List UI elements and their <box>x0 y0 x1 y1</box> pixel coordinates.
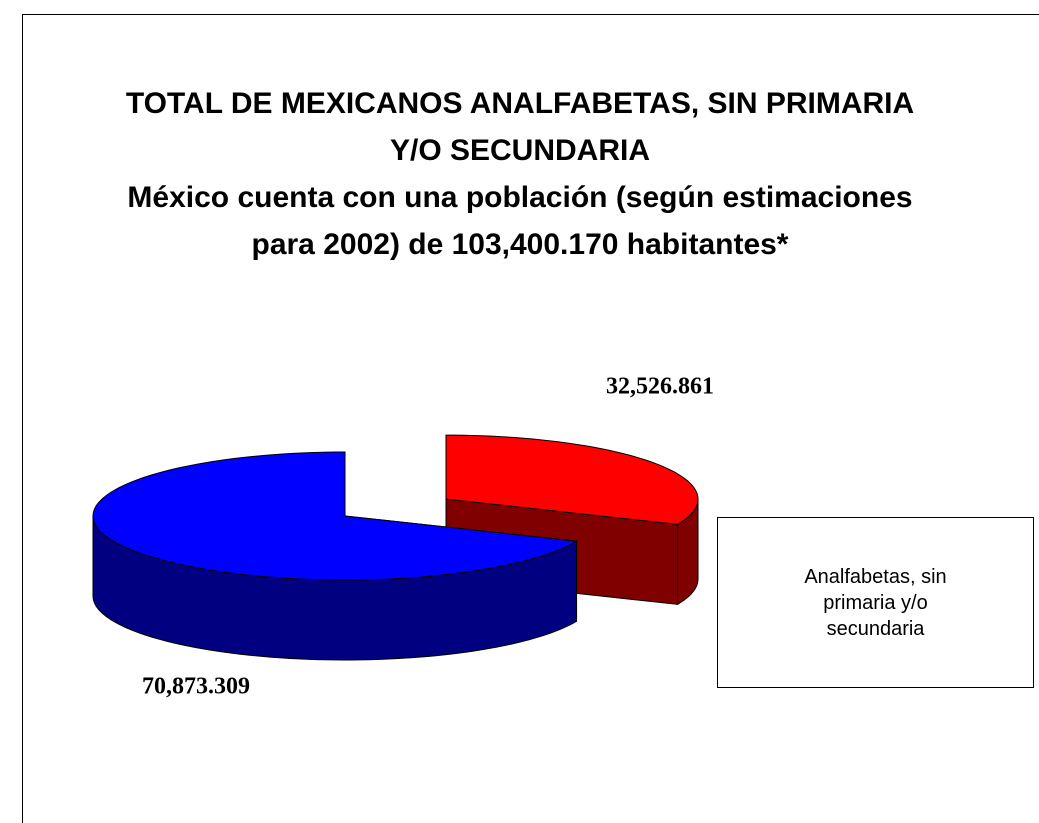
titles: TOTAL DE MEXICANOS ANALFABETAS, SIN PRIM… <box>110 80 930 268</box>
slice <box>92 451 579 581</box>
chart-subtitle: México cuenta con una población (según e… <box>127 181 913 261</box>
slice <box>445 434 699 525</box>
tooltip-text: Analfabetas, sin primaria y/o secundaria <box>804 565 947 640</box>
data-label: 32,526.861 <box>606 374 714 400</box>
chart-title: TOTAL DE MEXICANOS ANALFABETAS, SIN PRIM… <box>125 87 915 167</box>
legend-tooltip: Analfabetas, sin primaria y/o secundaria <box>717 517 1034 688</box>
chart-frame <box>22 14 1039 823</box>
data-label: 70,873.309 <box>142 674 250 700</box>
